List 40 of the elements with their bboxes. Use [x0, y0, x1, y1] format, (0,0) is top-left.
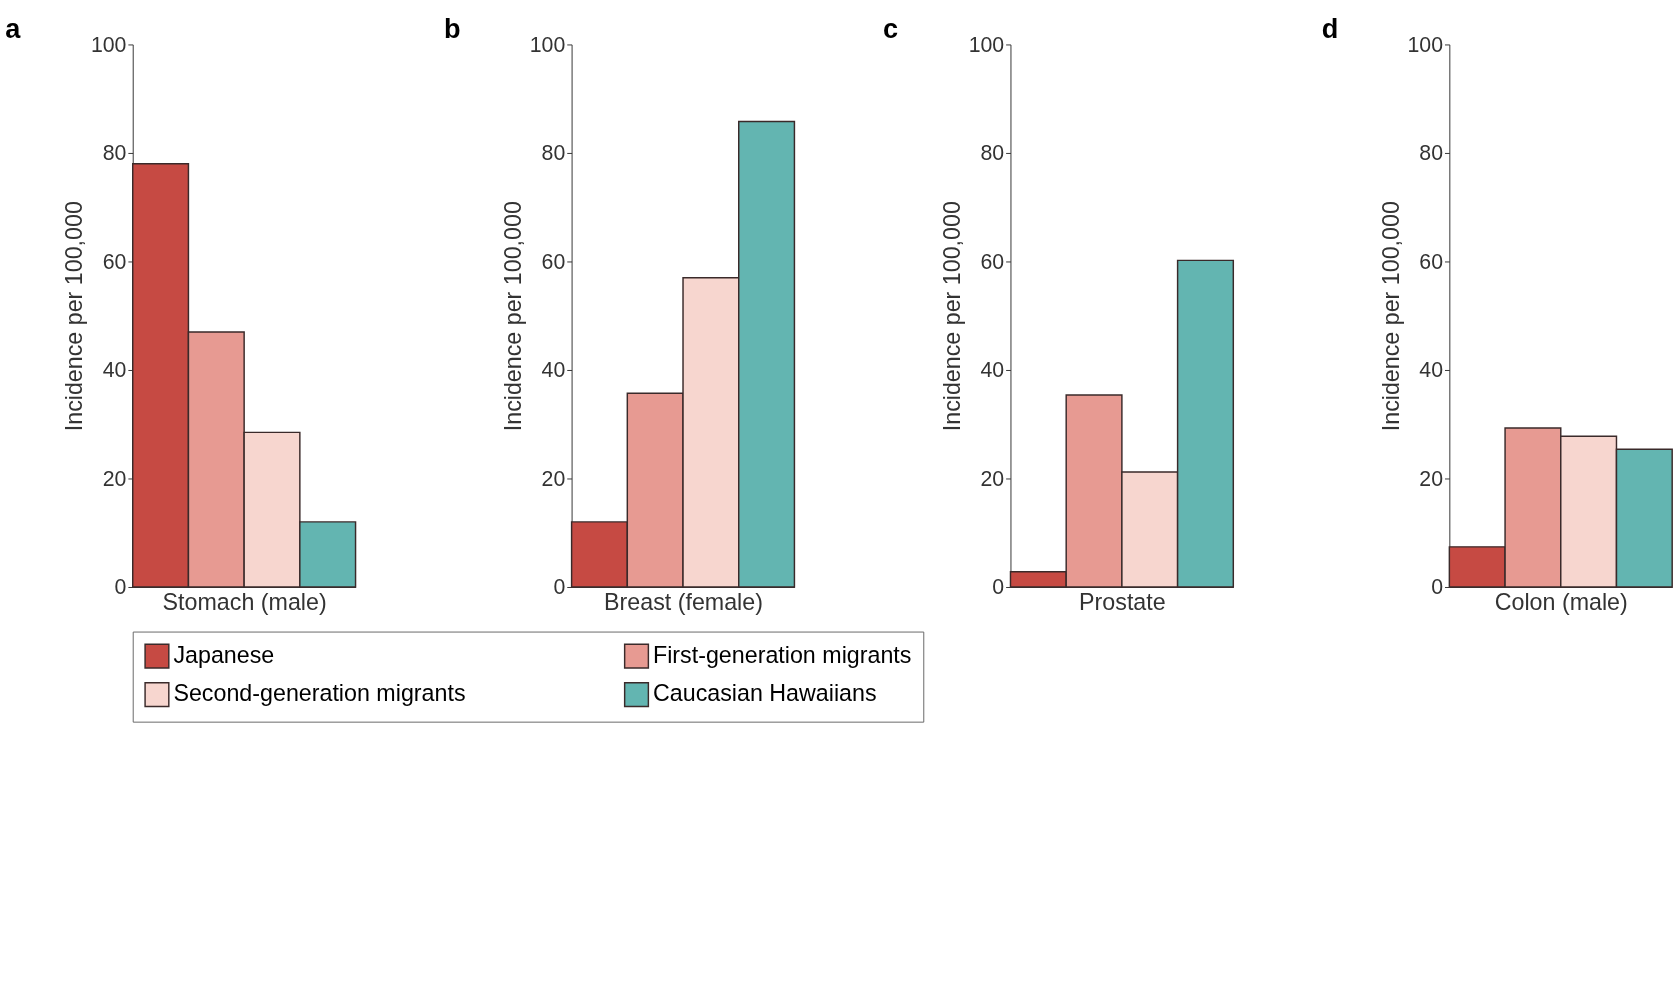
y-tick-label: 20 — [1419, 466, 1444, 491]
chart-title: b — [444, 12, 461, 44]
y-tick-label: 100 — [90, 32, 127, 57]
y-tick-label: 60 — [980, 249, 1005, 274]
y-tick-label: 100 — [529, 32, 566, 57]
y-tick-label: 60 — [541, 249, 566, 274]
y-tick-label: 0 — [553, 575, 566, 600]
y-axis-title: Incidence per 100,000 — [61, 201, 88, 432]
x-axis-title: Prostate — [1079, 588, 1166, 615]
y-tick-label: 100 — [968, 32, 1005, 57]
y-tick-label: 20 — [102, 466, 127, 491]
y-tick-label: 60 — [102, 249, 127, 274]
y-tick-label: 0 — [114, 575, 127, 600]
chart-title: a — [5, 12, 22, 44]
y-tick-label: 80 — [1419, 141, 1444, 166]
y-tick-label: 80 — [541, 141, 566, 166]
legend-label: Japanese — [173, 641, 275, 668]
legend-label: Caucasian Hawaiians — [652, 680, 877, 707]
y-tick-label: 0 — [1431, 575, 1444, 600]
y-tick-label: 60 — [1419, 249, 1444, 274]
y-tick-label: 80 — [980, 141, 1005, 166]
y-tick-label: 100 — [1407, 32, 1444, 57]
chart-title: c — [882, 12, 898, 44]
y-tick-label: 40 — [980, 358, 1005, 383]
y-axis-title: Incidence per 100,000 — [1377, 201, 1404, 432]
y-tick-label: 20 — [980, 466, 1005, 491]
y-axis-title: Incidence per 100,000 — [938, 201, 965, 432]
y-tick-label: 40 — [102, 358, 127, 383]
chart-title: d — [1321, 12, 1339, 44]
legend-label: Second-generation migrants — [173, 680, 466, 707]
y-tick-label: 40 — [541, 358, 566, 383]
x-axis-title: Colon (male) — [1494, 588, 1628, 615]
y-tick-label: 40 — [1419, 358, 1444, 383]
y-tick-label: 80 — [102, 141, 127, 166]
y-tick-label: 20 — [541, 466, 566, 491]
legend-label: First-generation migrants — [652, 641, 912, 668]
x-axis-title: Breast (female) — [604, 588, 763, 615]
x-axis-title: Stomach (male) — [162, 588, 327, 615]
y-axis-title: Incidence per 100,000 — [500, 201, 527, 432]
y-tick-label: 0 — [992, 575, 1005, 600]
